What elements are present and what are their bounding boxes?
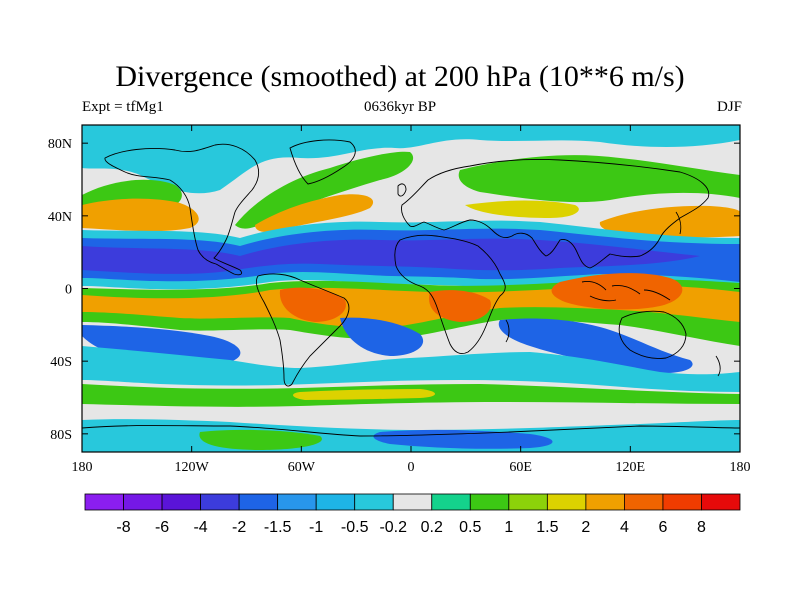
- colorbar-label: -0.5: [341, 519, 369, 536]
- contour-asia-green: [458, 155, 740, 203]
- colorbar-swatch: [277, 493, 317, 511]
- colorbar-label: 0.5: [459, 519, 481, 536]
- colorbar-label: -1: [309, 519, 323, 536]
- colorbar-swatch: [354, 493, 394, 511]
- contour-asia-40n-yellow: [465, 200, 579, 218]
- colorbar-swatch: [701, 493, 741, 511]
- lon-tick-label: 60E: [509, 460, 532, 475]
- colorbar-label: 2: [581, 519, 590, 536]
- lat-tick-label: 40S: [50, 355, 72, 370]
- japan-coastline: [675, 211, 682, 235]
- colorbar-swatch: [161, 493, 201, 511]
- lon-tick-label: 180: [72, 460, 93, 475]
- colorbar-label: 6: [658, 519, 667, 536]
- lat-tick-label: 40N: [48, 210, 72, 225]
- greenland-coastline: [289, 139, 356, 185]
- contour-antarctic-blue: [373, 429, 553, 449]
- contour-southern-ocean-yellow: [293, 389, 435, 400]
- contour-southern-cyan-ring: [82, 346, 740, 392]
- lon-tick-label: 60W: [288, 460, 316, 475]
- south-america-coastline: [255, 273, 350, 387]
- longitude-axis: 180 120W 60W 0 60E 120E 180: [72, 125, 751, 475]
- north-america-coastline: [104, 143, 260, 276]
- maritime-continent-coastline: [581, 281, 671, 302]
- season-label: DJF: [716, 99, 742, 115]
- colorbar-swatch: [508, 493, 548, 511]
- colorbar: -8 -6 -4 -2 -1.5 -1 -0.5 -0.2 0.2 0.5 1 1.5 2 4 6 8: [84, 493, 741, 536]
- map-title: Divergence (smoothed) at 200 hPa (10**6 …: [115, 60, 685, 93]
- colorbar-label: -4: [193, 519, 207, 536]
- contour-north-polar-blue: [82, 125, 740, 194]
- colorbar-label: 1: [504, 519, 513, 536]
- africa-coastline: [394, 234, 506, 355]
- eurasia-coastline: [401, 159, 710, 269]
- new-zealand-coastline: [715, 355, 721, 377]
- colorbar-swatch: [431, 493, 471, 511]
- contour-pacific-40n-orange: [82, 198, 199, 232]
- lat-tick-label: 80N: [48, 137, 72, 152]
- contour-pacific-east-40n-orange: [599, 205, 740, 238]
- colorbar-swatch: [123, 493, 163, 511]
- british-isles-coastline: [397, 183, 407, 197]
- madagascar-coastline: [505, 319, 510, 343]
- colorbar-label: 4: [620, 519, 629, 536]
- contour-south-atlantic-blue: [340, 317, 424, 356]
- coastlines: [82, 139, 740, 437]
- contour-antarctic-green: [199, 429, 322, 450]
- colorbar-swatch: [585, 493, 625, 511]
- colorbar-swatch: [200, 493, 240, 511]
- colorbar-swatch: [315, 493, 356, 511]
- colorbar-label: -1.5: [264, 519, 292, 536]
- antarctica-coastline: [82, 425, 740, 437]
- colorbar-swatch: [469, 493, 510, 511]
- contour-maritime-red: [551, 273, 683, 310]
- australia-coastline: [618, 310, 687, 359]
- colorbar-swatch: [238, 493, 279, 511]
- experiment-label: Expt = tfMg1: [82, 99, 164, 115]
- lon-tick-label: 180: [730, 460, 751, 475]
- colorbar-label: -0.2: [379, 519, 407, 536]
- colorbar-swatch: [84, 493, 124, 511]
- colorbar-swatch: [624, 493, 664, 511]
- colorbar-label: 8: [697, 519, 706, 536]
- contour-indian-ocean-blue: [498, 318, 693, 374]
- time-label: 0636kyr BP: [363, 99, 437, 115]
- colorbar-swatch: [546, 493, 587, 511]
- colorbar-label: -2: [232, 519, 246, 536]
- lon-tick-label: 120W: [175, 460, 210, 475]
- contour-atlantic-40n-orange: [255, 194, 374, 233]
- colorbar-swatch: [662, 493, 702, 511]
- contour-north-atlantic-green: [235, 151, 414, 229]
- contour-africa-red: [429, 290, 491, 322]
- colorbar-label: 1.5: [536, 519, 558, 536]
- lat-tick-label: 0: [65, 283, 72, 298]
- contour-subtropical-deep-blue: [82, 238, 700, 274]
- contour-amazon-red: [279, 287, 346, 322]
- lon-tick-label: 0: [408, 460, 415, 475]
- colorbar-swatch: [392, 493, 433, 511]
- lon-tick-label: 120E: [616, 460, 646, 475]
- divergence-field: [82, 125, 740, 452]
- lat-tick-label: 80S: [50, 428, 72, 443]
- latitude-axis: 80N 40N 0 40S 80S: [48, 137, 740, 443]
- colorbar-label: -8: [116, 519, 130, 536]
- colorbar-label: -6: [155, 519, 169, 536]
- colorbar-label: 0.2: [421, 519, 443, 536]
